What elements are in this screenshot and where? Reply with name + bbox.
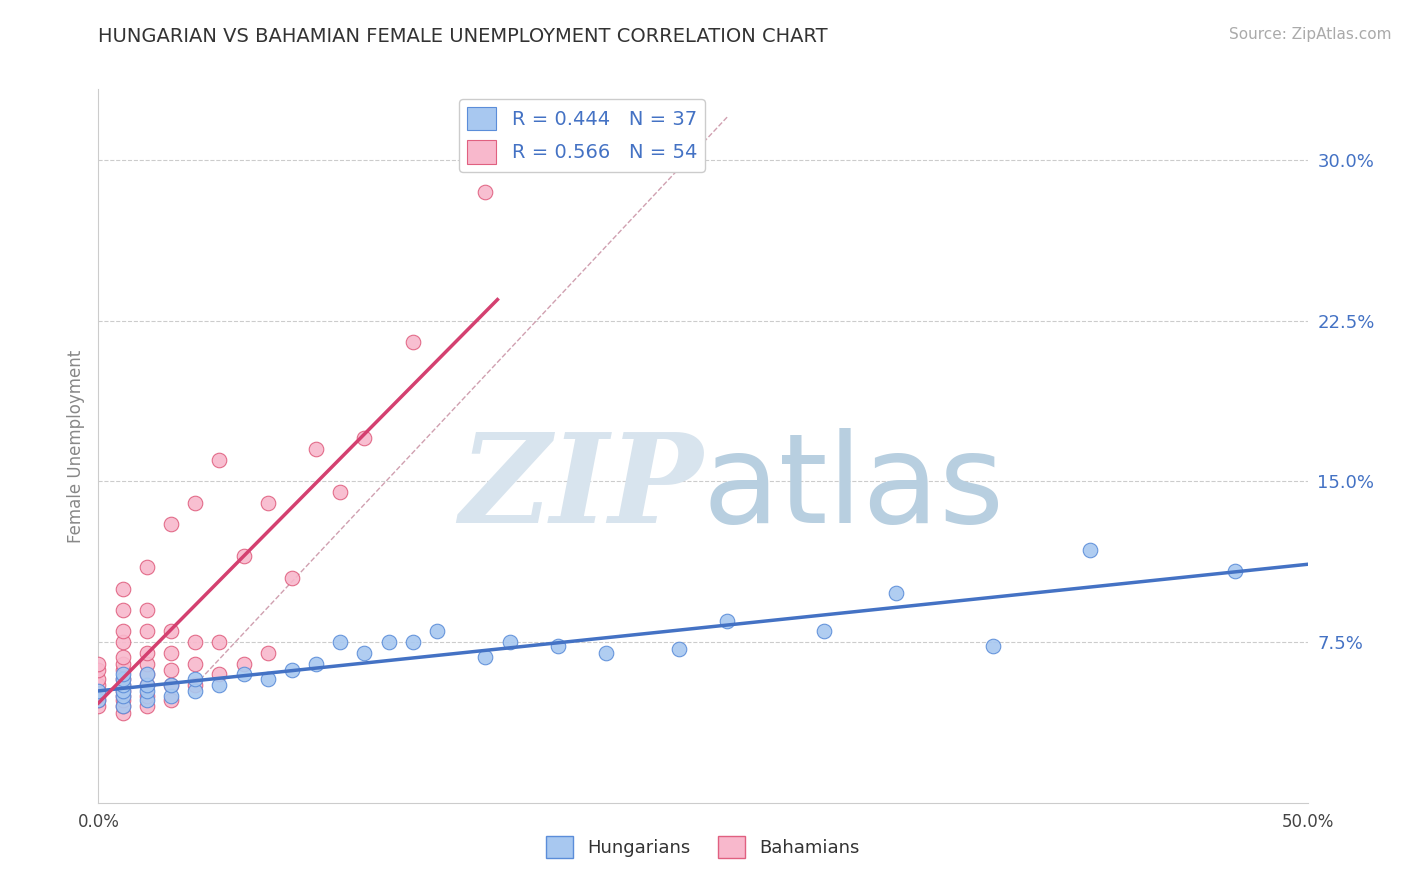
Point [668,641,690,656]
Text: HUNGARIAN VS BAHAMIAN FEMALE UNEMPLOYMENT CORRELATION CHART: HUNGARIAN VS BAHAMIAN FEMALE UNEMPLOYMEN… [98,27,828,45]
Point [135,560,157,574]
Point [111,684,134,698]
Point [377,635,399,649]
Point [111,663,134,677]
Point [281,663,304,677]
Point [111,624,134,639]
Point [208,453,231,467]
Point [135,678,157,692]
Point [256,646,278,660]
Point [595,646,617,660]
Point [135,603,157,617]
Point [281,571,304,585]
Point [160,678,183,692]
Point [184,672,207,686]
Point [981,640,1004,654]
Point [402,334,425,349]
Point [184,496,207,510]
Point [160,517,183,532]
Point [160,646,183,660]
Point [87,663,110,677]
Point [111,699,134,714]
Point [111,650,134,665]
Text: ZIP: ZIP [460,428,703,549]
Point [111,689,134,703]
Point [184,684,207,698]
Point [353,432,375,446]
Point [135,646,157,660]
Point [111,706,134,720]
Point [232,667,254,681]
Point [135,678,157,692]
Point [111,678,134,692]
Point [305,657,328,671]
Point [87,693,110,707]
Point [886,586,908,600]
Point [160,678,183,692]
Point [813,624,835,639]
Point [184,635,207,649]
Point [547,640,569,654]
Point [87,693,110,707]
Point [135,657,157,671]
Point [329,485,352,500]
Point [208,667,231,681]
Point [160,689,183,703]
Point [111,657,134,671]
Text: Source: ZipAtlas.com: Source: ZipAtlas.com [1229,27,1392,42]
Point [87,672,110,686]
Point [111,635,134,649]
Point [111,603,134,617]
Point [426,624,449,639]
Point [1223,565,1246,579]
Point [160,663,183,677]
Point [111,689,134,703]
Point [135,699,157,714]
Point [160,624,183,639]
Point [232,549,254,564]
Y-axis label: Female Unemployment: Female Unemployment [66,350,84,542]
Point [1078,543,1101,558]
Point [232,657,254,671]
Point [353,646,375,660]
Point [87,657,110,671]
Point [135,667,157,681]
Point [87,684,110,698]
Point [305,442,328,457]
Point [135,693,157,707]
Point [111,667,134,681]
Legend: Hungarians, Bahamians: Hungarians, Bahamians [538,829,868,865]
Point [208,635,231,649]
Point [160,693,183,707]
Point [87,678,110,692]
Point [474,650,496,665]
Point [111,672,134,686]
Point [135,684,157,698]
Point [402,635,425,649]
Text: atlas: atlas [703,428,1005,549]
Point [111,678,134,692]
Point [111,693,134,707]
Point [135,624,157,639]
Point [329,635,352,649]
Point [87,699,110,714]
Point [135,667,157,681]
Point [111,684,134,698]
Point [111,672,134,686]
Point [87,684,110,698]
Point [184,678,207,692]
Point [256,496,278,510]
Point [87,689,110,703]
Point [208,678,231,692]
Point [256,672,278,686]
Point [135,689,157,703]
Point [184,657,207,671]
Point [111,699,134,714]
Point [716,614,738,628]
Point [498,635,520,649]
Point [474,185,496,199]
Point [111,582,134,596]
